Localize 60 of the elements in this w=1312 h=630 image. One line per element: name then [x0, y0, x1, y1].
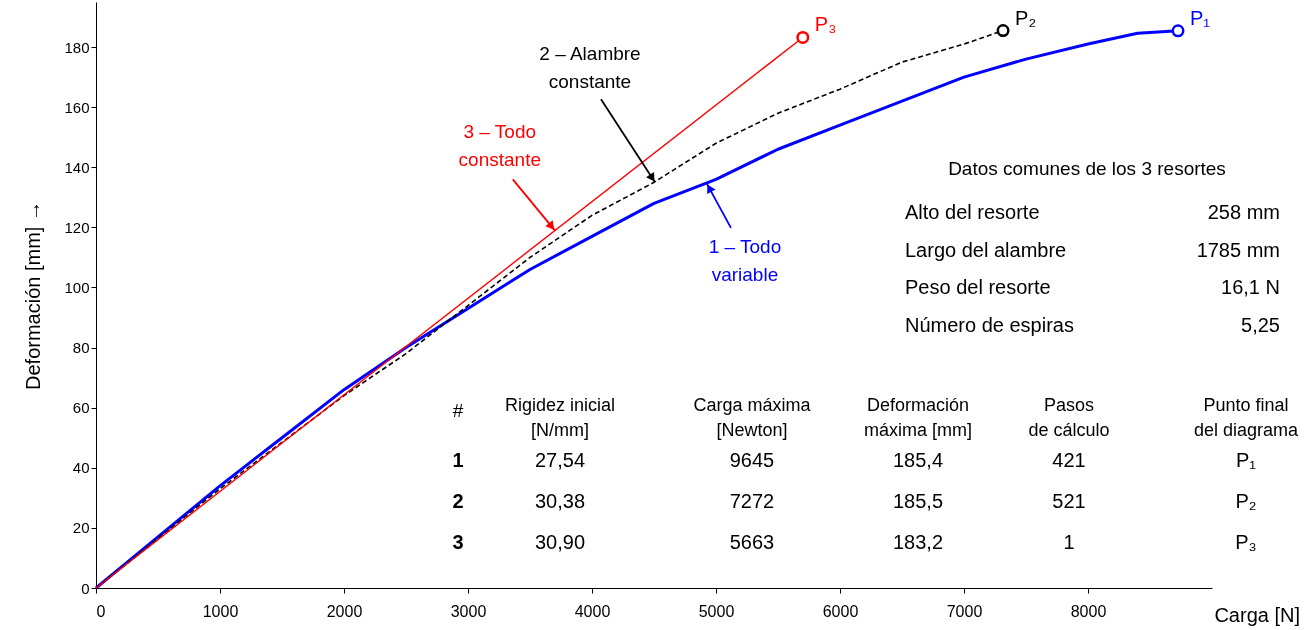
text: P₁ — [1235, 449, 1257, 471]
annotation: Carga máxima [Newton] — [693, 395, 812, 440]
x-tick-label: 5000 — [698, 602, 735, 620]
annotation: Rigidez inicial [N/mm] — [504, 395, 616, 440]
y-tick-label: 180 — [64, 38, 90, 56]
annotation: 5663 — [729, 531, 775, 553]
annotation: 3 – Todo constante — [458, 121, 541, 171]
text: P₂ — [1235, 490, 1257, 512]
annotation: 1 — [452, 449, 464, 471]
annotation: Número de espiras — [905, 313, 1074, 336]
annotation: P₂ — [1015, 6, 1037, 29]
annotation: P₁ — [1190, 6, 1211, 29]
annotation: 2 — [452, 490, 464, 512]
annotation: Pasos de cálculo — [1028, 395, 1110, 440]
x-tick-label: 8000 — [1070, 602, 1107, 620]
y-tick-label: 20 — [72, 519, 90, 537]
text: 16,1 N — [1221, 276, 1280, 298]
y-tick-label: 60 — [72, 399, 90, 417]
annotation: 27,54 — [534, 449, 586, 471]
text: 5,25 — [1241, 313, 1280, 336]
annotation: 258 mm — [1207, 201, 1280, 223]
y-tick-label: 140 — [64, 158, 90, 176]
x-tick-label: 2000 — [326, 602, 363, 620]
y-axis-title: Deformación [mm] → — [22, 201, 45, 390]
x-tick-label: 7000 — [946, 602, 983, 620]
annotation: 1785 mm — [1196, 238, 1280, 261]
annotation: Peso del resorte — [905, 276, 1051, 298]
annotation: Largo del alambre — [905, 238, 1067, 261]
annotation: P₃ — [814, 13, 837, 36]
annotation: 1 – Todo variable — [708, 235, 782, 285]
annotation: 7272 — [729, 490, 775, 512]
annotation: Datos comunes de los 3 resortes — [948, 158, 1226, 179]
annotation: 521 — [1052, 490, 1086, 512]
x-tick-label: 0 — [96, 602, 106, 620]
x-tick-label: 1000 — [202, 602, 239, 620]
annotation: # — [452, 400, 464, 421]
annotation: 1 — [1063, 531, 1075, 553]
annotation: Punto final del diagrama — [1193, 395, 1300, 440]
annotation: 9645 — [729, 449, 775, 471]
annotation: 185,5 — [892, 490, 944, 512]
y-tick-label: 80 — [72, 339, 90, 357]
x-axis-title: Carga [N] — [1214, 604, 1300, 626]
y-tick-label: 100 — [64, 278, 90, 296]
x-tick-label: 4000 — [574, 602, 611, 620]
y-tick-label: 160 — [64, 98, 90, 116]
annotation: Deformación máxima [mm] — [864, 395, 972, 440]
text: P₃ — [1235, 531, 1257, 553]
x-tick-label: 6000 — [822, 602, 859, 620]
annotation: 3 — [452, 531, 464, 553]
annotation: Alto del resorte — [905, 201, 1040, 223]
x-tick-label: 3000 — [450, 602, 487, 620]
annotation: 421 — [1052, 449, 1086, 471]
annotation: 30,90 — [534, 531, 586, 553]
y-tick-label: 0 — [81, 579, 90, 597]
annotation: 2 – Alambre constante — [539, 43, 641, 93]
annotation: 30,38 — [534, 490, 586, 512]
annotation: 183,2 — [892, 531, 944, 553]
annotation: 185,4 — [892, 449, 944, 471]
y-tick-label: 120 — [64, 218, 90, 236]
y-tick-label: 40 — [72, 459, 90, 477]
